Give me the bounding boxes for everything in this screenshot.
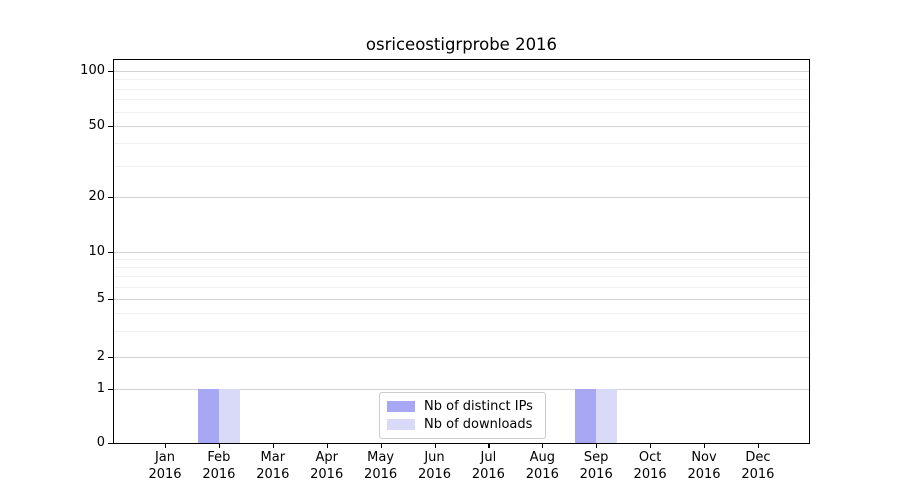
bar-nb-of-downloads <box>596 389 618 443</box>
legend-swatch-distinct-ips <box>387 400 415 412</box>
x-tick-month: Jul <box>480 450 497 465</box>
legend-label-downloads: Nb of downloads <box>424 417 533 433</box>
y-tick-label: 100 <box>80 63 105 78</box>
gridline-minor <box>114 88 809 90</box>
gridline-minor <box>114 99 809 101</box>
x-tick-year: 2016 <box>471 466 505 482</box>
x-tick-month: Apr <box>315 450 338 465</box>
y-tick <box>108 126 114 128</box>
gridline-minor <box>114 267 809 269</box>
bar-nb-of-distinct-ips <box>197 389 219 443</box>
x-tick-label: Nov 2016 <box>673 450 735 483</box>
x-tick-month: Jan <box>154 450 176 465</box>
x-tick <box>650 443 652 448</box>
x-tick <box>218 443 221 448</box>
x-tick-year: 2016 <box>202 466 236 482</box>
x-tick-label: Jan 2016 <box>134 450 196 483</box>
y-tick <box>108 389 114 391</box>
x-tick-month: Sep <box>583 450 609 465</box>
x-tick-year: 2016 <box>687 466 721 482</box>
x-tick <box>596 443 598 448</box>
x-tick-year: 2016 <box>256 466 290 482</box>
x-tick <box>704 443 706 448</box>
x-tick-label: Sep 2016 <box>565 450 627 483</box>
gridline-minor <box>114 143 809 145</box>
gridline-major <box>114 71 809 72</box>
y-tick-label: 1 <box>96 381 105 396</box>
x-tick-label: Feb 2016 <box>188 450 250 483</box>
x-tick-label: Oct 2016 <box>619 450 681 483</box>
legend-item-distinct-ips: Nb of distinct IPs <box>387 399 538 414</box>
x-tick <box>165 443 167 448</box>
x-tick-year: 2016 <box>417 466 452 482</box>
x-tick-month: Dec <box>745 450 771 465</box>
x-tick-label: Aug 2016 <box>511 450 573 483</box>
y-tick <box>108 443 114 445</box>
x-tick <box>757 443 760 448</box>
x-tick-year: 2016 <box>364 466 398 482</box>
x-tick-month: Oct <box>638 450 662 465</box>
x-tick <box>380 443 382 448</box>
y-tick <box>108 252 114 254</box>
x-tick-label: Jul 2016 <box>457 450 519 483</box>
y-tick-label: 5 <box>96 291 105 306</box>
x-tick-year: 2016 <box>579 466 613 482</box>
gridline-minor <box>114 165 809 167</box>
x-tick-month: Aug <box>529 450 555 465</box>
y-tick-label: 10 <box>88 244 105 259</box>
plot-area: 0 1 2 5 10 20 50 100 Jan 2016 Feb 2016 Mar 2016 Apr 20… <box>80 59 810 482</box>
y-tick-label: 20 <box>88 189 105 204</box>
gridline-major <box>114 299 809 300</box>
x-tick <box>488 443 490 448</box>
bar-nb-of-downloads <box>218 389 240 443</box>
x-tick-label: May 2016 <box>350 450 412 483</box>
x-tick <box>434 443 436 448</box>
gridline-minor <box>114 313 809 315</box>
gridline-major <box>114 197 809 198</box>
x-tick-month: Nov <box>691 450 717 465</box>
y-tick <box>108 357 114 359</box>
gridline-minor <box>114 259 809 261</box>
x-tick-year: 2016 <box>310 466 344 482</box>
gridline-major <box>114 357 809 358</box>
x-tick-label: Jun 2016 <box>404 450 466 483</box>
x-tick-month: May <box>367 450 395 465</box>
bar-nb-of-distinct-ips <box>575 389 597 443</box>
y-tick <box>108 197 114 199</box>
gridline-minor <box>114 111 809 113</box>
legend: Nb of distinct IPs Nb of downloads <box>379 392 546 439</box>
legend-item-downloads: Nb of downloads <box>387 417 538 432</box>
y-tick <box>108 299 114 301</box>
x-tick-month: Mar <box>260 450 286 465</box>
y-tick-label: 0 <box>96 435 105 450</box>
x-tick-year: 2016 <box>741 466 775 482</box>
chart-title: osriceostigrprobe 2016 <box>365 35 558 54</box>
gridline-major <box>114 389 809 390</box>
gridline-minor <box>114 79 809 81</box>
x-tick-label: Apr 2016 <box>296 450 358 483</box>
legend-label-distinct-ips: Nb of distinct IPs <box>424 398 533 414</box>
x-tick <box>326 443 328 448</box>
x-tick-month: Jun <box>424 450 445 465</box>
legend-swatch-downloads <box>387 419 415 431</box>
gridline-minor <box>114 331 809 333</box>
gridline-minor <box>114 276 809 278</box>
x-tick-month: Feb <box>207 450 231 465</box>
x-tick <box>272 443 274 448</box>
gridline-major <box>114 126 809 127</box>
x-tick-label: Dec 2016 <box>727 450 789 483</box>
x-tick-year: 2016 <box>525 466 559 482</box>
x-tick <box>542 443 544 448</box>
y-tick <box>108 71 114 73</box>
gridline-major <box>114 252 809 253</box>
gridline-minor <box>114 286 809 288</box>
x-tick-year: 2016 <box>633 466 667 482</box>
y-tick-label: 2 <box>96 349 105 364</box>
x-tick-label: Mar 2016 <box>242 450 304 483</box>
y-tick-label: 50 <box>88 118 105 133</box>
x-tick-year: 2016 <box>148 466 182 482</box>
